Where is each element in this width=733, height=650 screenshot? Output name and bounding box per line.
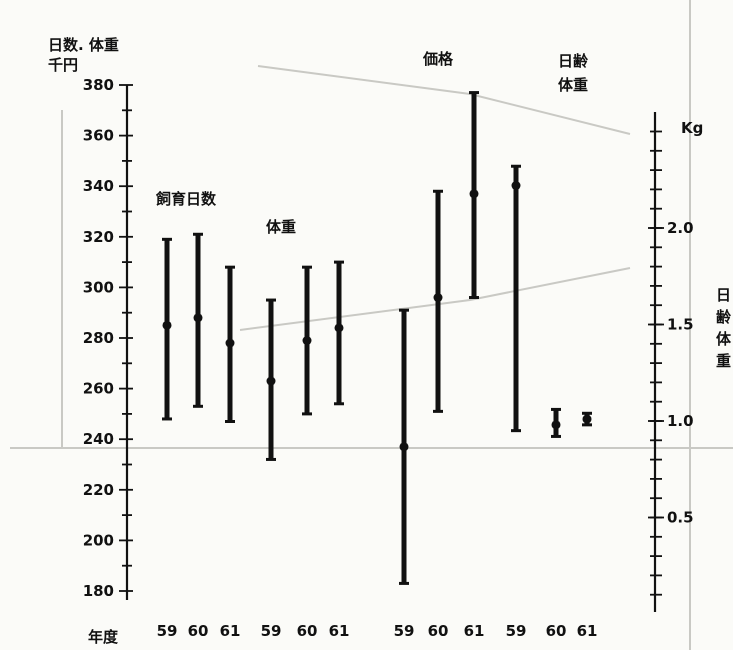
year-label: 61	[464, 622, 485, 640]
center-point	[266, 376, 276, 386]
left-tick-label: 280	[83, 329, 114, 347]
right-axis-label-char-1: 日	[716, 286, 731, 304]
right-tick-label: 1.0	[667, 412, 694, 430]
left-tick-label: 380	[83, 76, 114, 94]
center-point	[302, 336, 312, 346]
x-axis-label: 年度	[88, 628, 119, 646]
right-tick-label: 0.5	[667, 509, 694, 527]
year-label: 59	[394, 622, 415, 640]
center-point	[511, 181, 521, 191]
left-tick-label: 360	[83, 127, 114, 145]
left-tick-label: 240	[83, 430, 114, 448]
group-label-weight: 体重	[266, 218, 296, 236]
right-tick-label: 2.0	[667, 219, 694, 237]
year-label: 61	[577, 622, 598, 640]
left-tick-label: 260	[83, 380, 114, 398]
center-point	[582, 414, 592, 424]
left-tick-label: 220	[83, 481, 114, 499]
left-tick-label: 200	[83, 531, 114, 549]
right-axis-label-char-2: 齢	[716, 308, 732, 326]
left-tick-label: 180	[83, 582, 114, 600]
year-label: 61	[329, 622, 350, 640]
group-label-price: 価格	[422, 50, 454, 68]
group-label-daily-gain-line1: 日齢	[558, 52, 589, 70]
center-point	[334, 323, 344, 333]
left-axis-ticks: 180 200 220 240 260 280 300 320 340 360 380	[83, 76, 133, 600]
year-labels: 59 60 61 59 60 61 59 60 61 59 60 61	[157, 622, 598, 640]
center-point	[433, 293, 443, 303]
center-point	[551, 420, 561, 430]
year-label: 59	[157, 622, 178, 640]
group-label-days: 飼育日数	[155, 190, 217, 208]
year-label: 60	[546, 622, 567, 640]
center-point	[162, 320, 172, 330]
year-label: 59	[261, 622, 282, 640]
right-axis-label-char-3: 体	[716, 330, 732, 348]
right-axis-label-char-4: 重	[716, 352, 731, 370]
right-tick-label: 1.5	[667, 316, 694, 334]
group-label-daily-gain-line2: 体重	[558, 76, 588, 94]
center-point	[225, 338, 235, 348]
year-label: 60	[297, 622, 318, 640]
right-axis-unit: Kg	[681, 119, 703, 137]
year-label: 60	[188, 622, 209, 640]
left-axis-label-line1: 日数. 体重	[48, 36, 119, 54]
left-tick-label: 300	[83, 278, 114, 296]
year-label: 59	[506, 622, 527, 640]
error-bars	[162, 91, 592, 585]
center-point	[193, 313, 203, 323]
right-axis-ticks: 0.5 1.0 1.5 2.0	[648, 130, 694, 596]
center-point	[399, 442, 409, 452]
year-label: 60	[428, 622, 449, 640]
left-tick-label: 320	[83, 228, 114, 246]
year-label: 61	[220, 622, 241, 640]
left-axis-label-line2: 千円	[48, 56, 78, 74]
center-point	[469, 189, 479, 199]
background-ghost	[10, 0, 733, 650]
left-tick-label: 340	[83, 177, 114, 195]
